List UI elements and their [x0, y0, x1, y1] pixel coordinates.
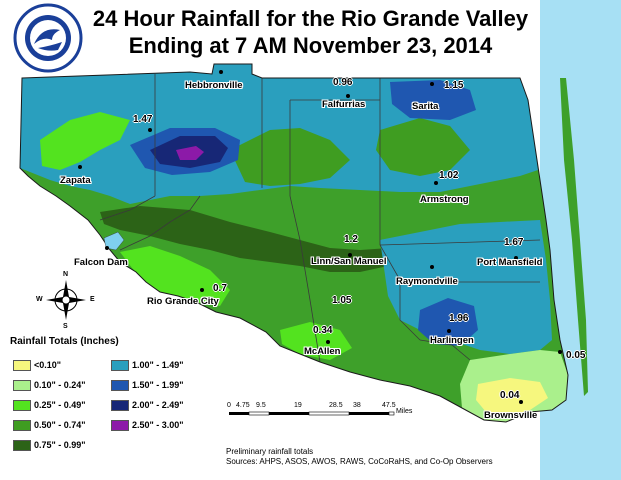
- rain-zone-purple-hebb: [176, 146, 204, 160]
- map-title: 24 Hour Rainfall for the Rio Grande Vall…: [92, 6, 529, 31]
- legend-swatch: [111, 360, 129, 372]
- scale-tick: 47.5: [382, 402, 396, 409]
- county-boundaries: [99, 74, 541, 363]
- scale-tick: 9.5: [256, 402, 266, 409]
- rainfall-value-brownsville: 0.04: [500, 390, 520, 401]
- scale-tick: 0: [227, 402, 231, 409]
- legend-item: 2.50" - 3.00": [111, 420, 184, 432]
- compass-w: W: [36, 296, 43, 303]
- scale-tick: 19: [294, 402, 302, 409]
- rain-zone-light-green-band: [40, 112, 130, 170]
- rain-zone-darkblue-sarita: [390, 80, 476, 120]
- legend-swatch: [13, 360, 31, 372]
- scale-tick: 28.5: [329, 402, 343, 409]
- rainfall-value-hebbronville-area: 1.47: [133, 114, 153, 125]
- city-dot-falfurrias: [346, 94, 350, 98]
- city-dots: [78, 70, 562, 404]
- city-dot-sarita: [430, 82, 434, 86]
- compass-rose-icon: [46, 280, 86, 320]
- city-label-rio-grande-city: Rio Grande City: [147, 296, 219, 307]
- rainfall-value-coast: 0.05: [566, 350, 586, 361]
- city-label-port-mansfield: Port Mansfield: [477, 257, 543, 268]
- map-subtitle: Ending at 7 AM November 23, 2014: [128, 33, 493, 58]
- city-label-zapata: Zapata: [60, 175, 91, 186]
- legend-item: 0.25" - 0.49": [13, 400, 86, 412]
- city-dot-northwest: [148, 128, 152, 132]
- city-label-hebbronville: Hebbronville: [185, 80, 243, 91]
- legend-item: 1.50" - 1.99": [111, 380, 184, 392]
- legend-swatch: [13, 420, 31, 432]
- rain-zone-dark-green-middle: [100, 206, 390, 272]
- rainfall-value-linn: 1.2: [344, 234, 358, 245]
- city-label-brownsville: Brownsville: [484, 410, 538, 421]
- city-label-mcallen: McAllen: [304, 346, 341, 357]
- barrier-island: [560, 78, 588, 396]
- rainfall-value-harlingen: 1.96: [449, 313, 469, 324]
- rain-zone-light-green-mcallen: [280, 322, 352, 360]
- legend-swatch: [111, 400, 129, 412]
- city-dot-raymondville: [430, 265, 434, 269]
- legend-title: Rainfall Totals (Inches): [10, 336, 119, 347]
- legend-swatch: [13, 400, 31, 412]
- city-dot-rio-grande-city: [200, 288, 204, 292]
- legend-swatch: [13, 440, 31, 452]
- scale-unit: Miles: [396, 408, 413, 415]
- scale-bar-labels: 0 4.75 9.5 19 28.5 38 47.5 Miles: [226, 402, 426, 415]
- rainfall-value-port-mansfield: 1.67: [504, 237, 524, 248]
- rainfall-value-sarita: 1.15: [444, 80, 464, 91]
- rainfall-value-rio-grande-city: 0.7: [213, 283, 227, 294]
- city-dot-armstrong: [434, 181, 438, 185]
- legend-item: 0.50" - 0.74": [13, 420, 86, 432]
- city-dot-harlingen: [447, 329, 451, 333]
- legend-swatch: [111, 380, 129, 392]
- city-dot-brownsville: [519, 400, 523, 404]
- city-label-falcon-dam: Falcon Dam: [74, 257, 128, 268]
- city-label-harlingen: Harlingen: [430, 335, 474, 346]
- legend-item: 1.00" - 1.49": [111, 360, 184, 372]
- legend-item: 2.00" - 2.49": [111, 400, 184, 412]
- city-dot-mcallen: [326, 340, 330, 344]
- city-dot-hebbronville: [219, 70, 223, 74]
- city-dot-linn: [348, 253, 352, 257]
- rainfall-value-central: 1.05: [332, 295, 352, 306]
- legend-item: 0.10" - 0.24": [13, 380, 86, 392]
- nws-logo: [13, 3, 83, 73]
- legend-item: <0.10": [13, 360, 61, 372]
- rain-zone-green-band-3: [376, 118, 470, 176]
- compass-n: N: [63, 271, 69, 278]
- falcon-reservoir: [103, 231, 125, 251]
- city-label-falfurrias: Falfurrias: [322, 99, 366, 110]
- rainfall-value-mcallen: 0.34: [313, 325, 333, 336]
- note-preliminary: Preliminary rainfall totals: [226, 447, 314, 456]
- scale-bar: [229, 411, 395, 416]
- legend-swatch: [111, 420, 129, 432]
- rainfall-value-falfurrias: 0.96: [333, 77, 353, 88]
- compass-s: S: [63, 323, 68, 330]
- legend-swatch: [13, 380, 31, 392]
- compass-e: E: [90, 296, 95, 303]
- legend: Rainfall Totals (Inches) <0.10" 0.10" - …: [7, 334, 203, 466]
- city-label-sarita: Sarita: [412, 101, 439, 112]
- city-dot-zapata: [78, 165, 82, 169]
- note-sources: Sources: AHPS, ASOS, AWOS, RAWS, CoCoRaH…: [226, 457, 493, 466]
- city-dot-falcon-dam: [105, 246, 109, 250]
- scale-tick: 4.75: [236, 402, 250, 409]
- city-dot-port-mansfield: [514, 256, 518, 260]
- rain-zone-yellow-brownsville: [476, 378, 548, 418]
- rain-zone-darkblue-harlingen: [418, 298, 478, 346]
- rainfall-value-armstrong: 1.02: [439, 170, 459, 181]
- city-label-armstrong: Armstrong: [420, 194, 469, 205]
- city-label-linn: Linn/San Manuel: [311, 256, 387, 267]
- city-dot-coast: [558, 350, 562, 354]
- city-label-raymondville: Raymondville: [396, 276, 458, 287]
- legend-item: 0.75" - 0.99": [13, 440, 86, 452]
- scale-tick: 38: [353, 402, 361, 409]
